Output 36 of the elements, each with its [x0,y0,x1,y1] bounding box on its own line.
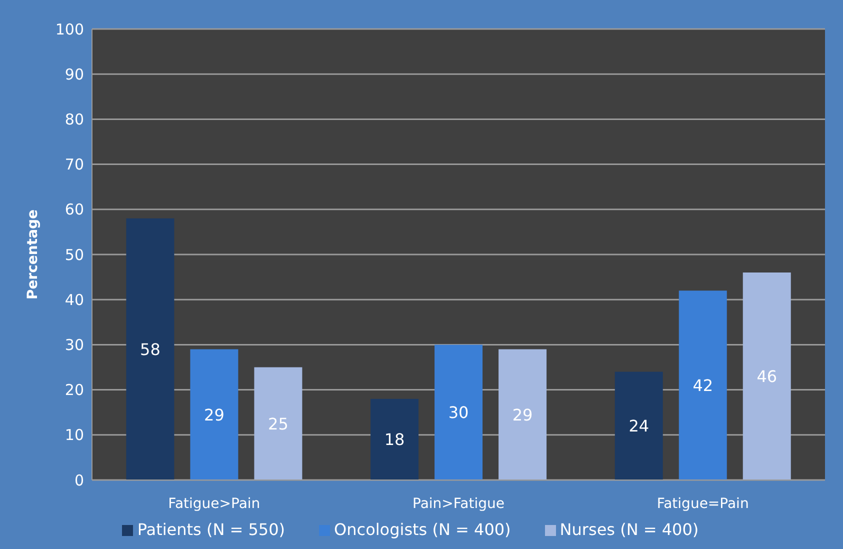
data-label: 29 [204,405,224,424]
data-label: 30 [448,403,469,422]
legend-label: Nurses (N = 400) [560,520,699,539]
data-label: 46 [756,366,778,386]
legend-label: Patients (N = 550) [137,520,286,539]
data-label: 42 [692,376,714,395]
y-tick-label: 90 [64,65,84,84]
y-tick-label: 10 [64,426,84,444]
y-axis-title: Percentage [24,209,41,300]
x-tick-label: Pain>Fatigue [412,496,504,512]
data-label: 29 [512,405,533,424]
y-tick-label: 100 [55,20,84,38]
bar [742,272,791,480]
data-label: 24 [628,416,650,436]
y-tick-label: 60 [64,200,84,219]
bar [370,398,419,480]
bar [678,290,727,480]
data-label: 18 [384,430,405,450]
y-tick-label: 30 [64,336,84,354]
bar [126,218,174,480]
y-tick-label: 40 [64,290,84,309]
bar [498,349,547,480]
bar [434,344,483,480]
data-label: 58 [140,340,160,359]
data-label: 25 [268,414,288,434]
bar [190,349,238,480]
x-tick-label: Fatigue=Pain [656,496,749,512]
bar [614,372,663,480]
y-tick-label: 70 [64,156,84,174]
y-tick-label: 80 [64,110,84,129]
y-tick-label: 0 [74,471,84,490]
y-tick-label: 50 [64,246,84,264]
y-tick-label: 20 [64,381,84,400]
legend-label: Oncologists (N = 400) [334,520,511,539]
bar [254,367,302,480]
x-tick-label: Fatigue>Pain [168,496,260,512]
